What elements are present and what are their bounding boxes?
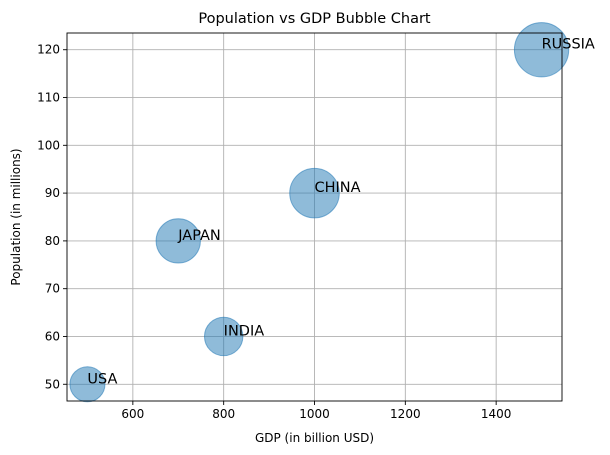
y-tick-label: 60 bbox=[45, 329, 60, 343]
x-axis-label: GDP (in billion USD) bbox=[255, 431, 374, 445]
x-tick-label: 1200 bbox=[390, 407, 421, 421]
x-tick-label: 600 bbox=[121, 407, 144, 421]
y-tick-label: 100 bbox=[37, 138, 60, 152]
bubble-layer bbox=[69, 22, 570, 403]
bubble-russia bbox=[513, 22, 570, 78]
y-tick-label: 90 bbox=[45, 186, 60, 200]
bubble-label-india: INDIA bbox=[224, 323, 265, 339]
y-tick-label: 120 bbox=[37, 43, 60, 57]
bubble-china bbox=[289, 167, 340, 219]
bubble-india bbox=[203, 316, 244, 357]
bubble-usa bbox=[69, 366, 106, 403]
bubble-label-japan: JAPAN bbox=[177, 228, 221, 244]
bubble-japan bbox=[155, 218, 201, 264]
bubble-label-russia: RUSSIA bbox=[542, 37, 595, 53]
bubble-label-usa: USA bbox=[87, 371, 117, 387]
x-tick-label: 1400 bbox=[481, 407, 512, 421]
tick-layer: 600 800 1000 1200 1400 50 60 70 80 90 100 110 120 bbox=[37, 43, 511, 421]
x-tick-label: 800 bbox=[212, 407, 235, 421]
grid-layer bbox=[67, 33, 562, 401]
label-layer: USA INDIA JAPAN CHINA RUSSIA bbox=[87, 37, 595, 388]
y-axis-label: Population (in millions) bbox=[9, 148, 23, 285]
y-tick-label: 50 bbox=[45, 377, 60, 391]
y-tick-label: 110 bbox=[37, 91, 60, 105]
x-tick-label: 1000 bbox=[299, 407, 330, 421]
bubble-label-china: CHINA bbox=[315, 180, 361, 196]
chart-title: Population vs GDP Bubble Chart bbox=[198, 11, 431, 27]
y-tick-label: 70 bbox=[45, 282, 60, 296]
y-tick-label: 80 bbox=[45, 234, 60, 248]
